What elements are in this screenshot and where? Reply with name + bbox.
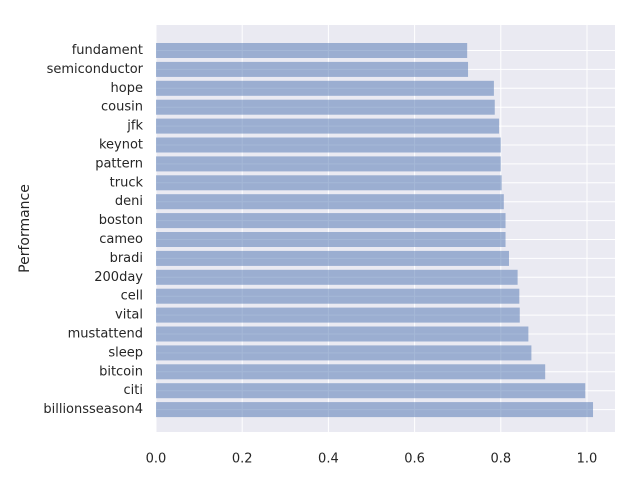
y-tick-label: jfk: [126, 119, 143, 134]
y-axis-label: Performance: [17, 184, 33, 273]
x-tick-label: 0.0: [146, 452, 167, 467]
y-tick-label: citi: [124, 383, 143, 398]
bar-hope: [156, 80, 494, 96]
y-tick-label: bradi: [110, 251, 143, 266]
bar-truck: [156, 175, 502, 191]
x-tick-label: 0.4: [318, 452, 339, 467]
bar-keynot: [156, 137, 501, 153]
bar-pattern: [156, 156, 501, 172]
y-tick-label: hope: [111, 81, 143, 96]
bar-citi: [156, 383, 586, 399]
bar-mustattend: [156, 326, 529, 342]
y-tick-label: keynot: [99, 138, 143, 153]
bars: [156, 43, 594, 418]
bar-vital: [156, 307, 520, 323]
y-tick-label: cousin: [101, 100, 143, 115]
x-tick-label: 0.6: [404, 452, 425, 467]
bar-sleep: [156, 345, 532, 361]
y-tick-labels: fundament semiconductor hope cousin jfk keyno…: [43, 43, 143, 417]
x-tick-label: 0.2: [232, 452, 253, 467]
y-tick-label: pattern: [95, 156, 143, 171]
y-tick-label: billionsseason4: [43, 402, 143, 417]
y-tick-label: bitcoin: [99, 364, 143, 379]
bar-bitcoin: [156, 364, 546, 380]
bar-semiconductor: [156, 61, 469, 77]
bar-fundament: [156, 43, 468, 58]
y-tick-label: cell: [121, 289, 143, 304]
y-tick-label: sleep: [108, 345, 143, 360]
x-tick-label: 0.8: [490, 452, 511, 467]
bar-200day: [156, 269, 518, 285]
y-tick-label: deni: [115, 194, 143, 209]
y-tick-label: mustattend: [68, 327, 143, 342]
y-tick-label: boston: [99, 213, 143, 228]
bar-billionsseason4: [156, 402, 594, 418]
bar-deni: [156, 194, 504, 210]
x-tick-labels: 0.0 0.2 0.4 0.6 0.8 1.0: [146, 452, 598, 467]
y-tick-label: truck: [110, 175, 144, 190]
y-tick-label: vital: [115, 308, 143, 323]
y-tick-label: semiconductor: [47, 62, 144, 77]
bar-jfk: [156, 118, 500, 134]
bar-cameo: [156, 232, 506, 247]
bar-cousin: [156, 99, 495, 115]
bar-bradi: [156, 250, 509, 266]
y-tick-label: cameo: [99, 232, 143, 247]
y-tick-label: 200day: [94, 270, 143, 285]
x-tick-label: 1.0: [577, 452, 598, 467]
bar-cell: [156, 288, 520, 304]
y-tick-label: fundament: [72, 43, 143, 58]
bar-boston: [156, 213, 506, 229]
